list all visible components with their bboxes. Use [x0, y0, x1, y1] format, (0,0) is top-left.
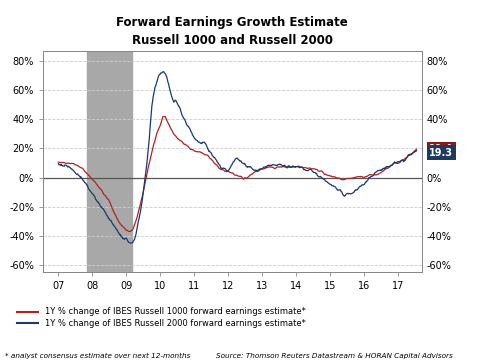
Text: 19.4: 19.4 [429, 144, 453, 154]
Title: Forward Earnings Growth Estimate
Russell 1000 and Russell 2000: Forward Earnings Growth Estimate Russell… [116, 16, 348, 47]
Text: 19.3: 19.3 [429, 148, 453, 158]
Bar [87, 51, 132, 272]
Text: * analyst consensus estimate over next 12-months: * analyst consensus estimate over next 1… [5, 353, 190, 359]
Text: Source: Thomson Reuters Datastream & HORAN Capital Advisors: Source: Thomson Reuters Datastream & HOR… [216, 353, 452, 359]
Legend: 1Y % change of IBES Russell 1000 forward earnings estimate*, 1Y % change of IBES: 1Y % change of IBES Russell 1000 forward… [17, 307, 306, 328]
